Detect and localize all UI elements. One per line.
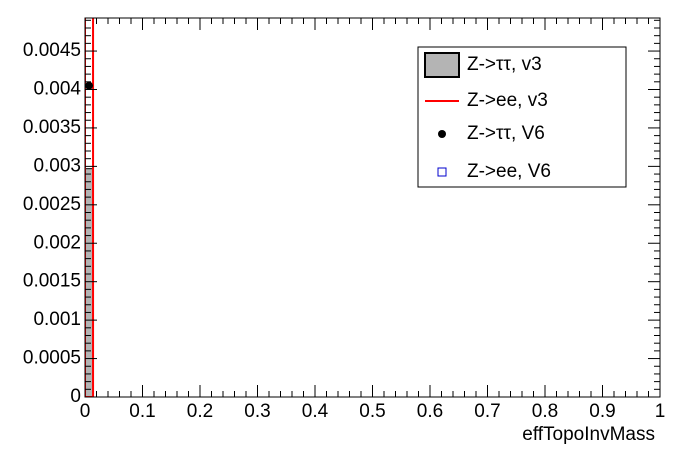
histogram-bar [85, 168, 94, 397]
legend-swatch [424, 52, 460, 78]
x-tick-label: 0.8 [532, 401, 558, 422]
y-tick-label: 0 [70, 386, 81, 407]
y-tick-label: 0.002 [33, 232, 81, 253]
x-tick-label: 0.5 [359, 401, 385, 422]
legend-label: Z->ττ, V6 [467, 123, 545, 144]
x-tick-label: 0.6 [417, 401, 443, 422]
legend-label: Z->ττ, v3 [467, 54, 542, 75]
y-tick-label: 0.004 [33, 79, 81, 100]
y-tick-label: 0.001 [33, 309, 81, 330]
y-tick-label: 0.0015 [23, 271, 81, 292]
x-tick-label: 0.9 [589, 401, 615, 422]
data-point [85, 81, 94, 90]
legend-swatch [437, 167, 447, 177]
plot-area [85, 18, 95, 397]
x-tick-label: 0.1 [129, 401, 155, 422]
y-tick-label: 0.0035 [23, 117, 81, 138]
y-tick-label: 0.0045 [23, 40, 81, 61]
legend-label: Z->ee, v3 [467, 90, 548, 111]
x-axis-label: effTopoInvMass [522, 424, 655, 445]
x-tick-label: 0.2 [187, 401, 213, 422]
y-tick-label: 0.0025 [23, 194, 81, 215]
x-tick-label: 0.4 [302, 401, 329, 422]
legend-label: Z->ee, V6 [467, 161, 551, 182]
y-tick-label: 0.0005 [23, 348, 81, 369]
x-tick-label: 0 [80, 401, 91, 422]
x-tick-label: 1 [655, 401, 666, 422]
x-tick-label: 0.3 [244, 401, 270, 422]
legend-swatch [438, 130, 446, 138]
y-tick-label: 0.003 [33, 155, 81, 176]
x-tick-label: 0.7 [474, 401, 500, 422]
